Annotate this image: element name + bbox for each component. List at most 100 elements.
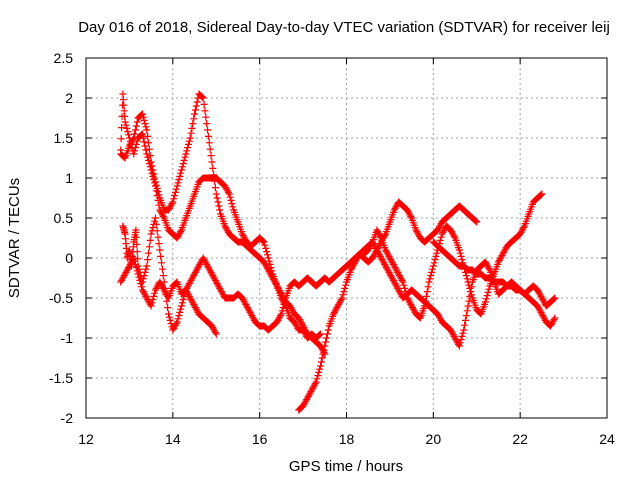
data-point-interp (172, 185, 180, 193)
data-point-interp (148, 299, 156, 307)
data-point (425, 278, 433, 286)
data-point-interp (163, 297, 171, 305)
data-point-interp (432, 252, 440, 260)
data-point-interp (152, 220, 160, 228)
data-point-interp (265, 257, 273, 265)
data-point-interp (139, 275, 147, 283)
data-point-interp (145, 249, 153, 257)
y-tick-label: 2 (65, 90, 73, 106)
data-point-interp (315, 368, 323, 376)
data-point-interp (279, 304, 287, 312)
data-point-interp (133, 248, 141, 256)
data-point-interp (162, 291, 170, 299)
data-point (156, 246, 164, 254)
data-point (321, 342, 329, 350)
data-point-interp (323, 330, 331, 338)
data-point (551, 314, 559, 322)
data-point-interp (131, 126, 139, 134)
data-point-interp (165, 313, 173, 321)
data-point-interp (175, 312, 183, 320)
data-point (429, 262, 437, 270)
data-point-interp (206, 145, 214, 153)
data-point-interp (317, 358, 325, 366)
data-point-interp (142, 146, 150, 154)
data-point (178, 302, 186, 310)
data-point (125, 134, 133, 142)
data-point-interp (422, 297, 430, 305)
data-point-interp (216, 206, 224, 214)
data-point-interp (278, 307, 286, 315)
data-point-interp (550, 295, 558, 303)
y-tick-label: -0.5 (49, 290, 73, 306)
data-point-interp (134, 255, 142, 263)
data-point-interp (228, 200, 236, 208)
data-point-interp (213, 194, 221, 202)
data-point-interp (184, 140, 192, 148)
data-point-interp (211, 328, 219, 336)
data-point-interp (124, 128, 132, 136)
data-point-interp (468, 291, 476, 299)
data-point-interp (168, 200, 176, 208)
data-point-interp (187, 129, 195, 137)
data-points (117, 90, 559, 414)
y-tick-label: -1.5 (49, 370, 73, 386)
data-point-interp (277, 312, 285, 320)
data-point-interp (151, 179, 159, 187)
data-point-interp (145, 160, 153, 168)
data-point-interp (198, 93, 206, 101)
data-point-interp (164, 304, 172, 312)
data-point-interp (144, 132, 152, 140)
data-point-interp (154, 196, 162, 204)
data-point (312, 378, 320, 386)
data-point-interp (140, 272, 148, 280)
data-point (121, 118, 129, 126)
data-point-interp (215, 202, 223, 210)
data-point-interp (133, 118, 141, 126)
data-point (191, 110, 199, 118)
data-point-interp (340, 288, 348, 296)
data-point-interp (467, 288, 475, 296)
data-point-interp (472, 217, 480, 225)
data-point-interp (138, 283, 146, 291)
data-point-interp (118, 124, 126, 132)
data-point-interp (263, 248, 271, 256)
data-point-interp (184, 144, 192, 152)
y-tick-label: 2.5 (54, 50, 74, 66)
x-tick-label: 18 (339, 431, 355, 447)
data-point (212, 330, 220, 338)
data-point (204, 126, 212, 134)
data-point-interp (341, 284, 349, 292)
data-point (138, 130, 146, 138)
data-point-interp (322, 338, 330, 346)
x-tick-label: 20 (426, 431, 442, 447)
data-point (147, 166, 155, 174)
data-point-interp (174, 315, 182, 323)
data-point (134, 262, 142, 270)
data-point-interp (456, 339, 464, 347)
data-point-interp (482, 295, 490, 303)
data-point-interp (461, 316, 469, 324)
data-point-interp (151, 289, 159, 297)
data-point (143, 150, 151, 158)
data-point-interp (125, 131, 133, 139)
data-point-interp (171, 188, 179, 196)
data-point-interp (436, 236, 444, 244)
data-point-interp (188, 124, 196, 132)
data-point-interp (437, 233, 445, 241)
axis-ticks: 12 14 16 18 20 22 24 -2 -1.5 -1 -0.5 0 0.5 1 1.5 2 2.5 (49, 50, 615, 447)
data-point-interp (142, 123, 150, 131)
data-point-interp (193, 98, 201, 106)
data-point-interp (145, 145, 153, 153)
data-point (551, 294, 559, 302)
data-point-interp (463, 307, 471, 315)
data-point-interp (262, 244, 270, 252)
data-point-interp (318, 354, 326, 362)
y-tick-label: 1 (65, 170, 73, 186)
data-point-interp (153, 192, 161, 200)
data-point-interp (339, 291, 347, 299)
data-point-interp (140, 116, 148, 124)
data-point-interp (150, 176, 158, 184)
data-point (399, 278, 407, 286)
data-point-interp (139, 113, 147, 121)
